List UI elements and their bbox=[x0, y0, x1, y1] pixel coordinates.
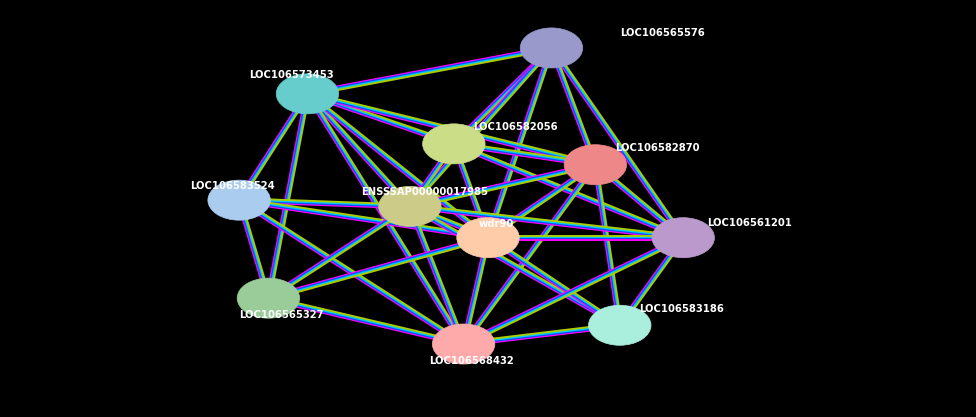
Text: LOC106565327: LOC106565327 bbox=[239, 310, 324, 320]
Text: LOC106582056: LOC106582056 bbox=[473, 122, 558, 132]
Ellipse shape bbox=[432, 324, 495, 364]
Ellipse shape bbox=[276, 74, 339, 114]
Text: LOC106582870: LOC106582870 bbox=[615, 143, 700, 153]
Ellipse shape bbox=[652, 218, 714, 258]
Ellipse shape bbox=[564, 145, 627, 185]
Text: ENSSSAP00000017985: ENSSSAP00000017985 bbox=[361, 187, 488, 197]
Ellipse shape bbox=[237, 278, 300, 318]
Text: LOC106573453: LOC106573453 bbox=[249, 70, 334, 80]
Text: LOC106568432: LOC106568432 bbox=[429, 356, 514, 366]
Ellipse shape bbox=[208, 180, 270, 220]
Text: wdr90: wdr90 bbox=[478, 219, 513, 229]
Text: LOC106561201: LOC106561201 bbox=[708, 218, 793, 228]
Text: LOC106565576: LOC106565576 bbox=[620, 28, 705, 38]
Ellipse shape bbox=[423, 124, 485, 164]
Ellipse shape bbox=[589, 305, 651, 345]
Ellipse shape bbox=[379, 186, 441, 226]
Text: LOC106583186: LOC106583186 bbox=[639, 304, 724, 314]
Ellipse shape bbox=[520, 28, 583, 68]
Ellipse shape bbox=[457, 218, 519, 258]
Text: LOC106583524: LOC106583524 bbox=[190, 181, 275, 191]
